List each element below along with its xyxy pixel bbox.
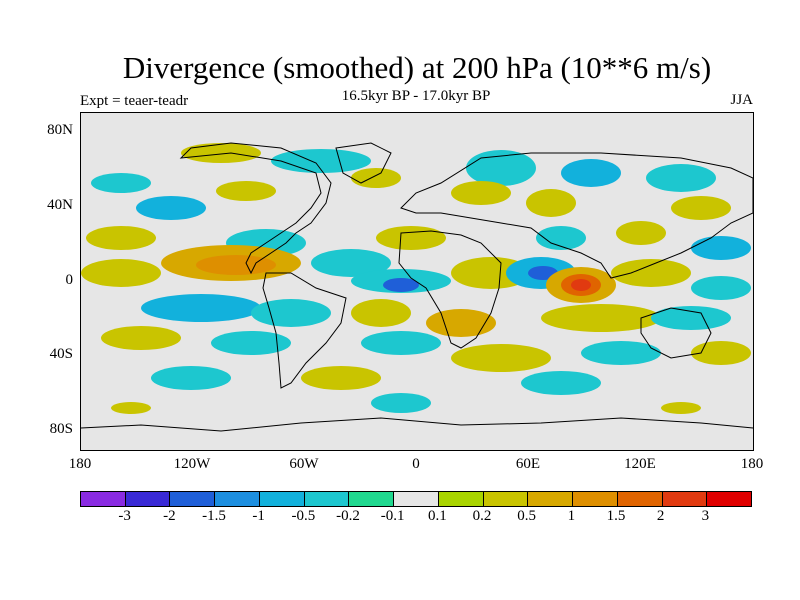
colorbar-swatch xyxy=(394,492,439,506)
colorbar-label: -2 xyxy=(163,508,176,524)
contour-blob xyxy=(371,393,431,413)
colorbar-label: 2 xyxy=(656,508,665,524)
lon-tick-label: 180 xyxy=(740,456,764,472)
colorbar-swatch xyxy=(617,492,663,506)
contour-blob xyxy=(611,259,691,287)
coastline-south-america xyxy=(262,272,347,389)
colorbar-swatch xyxy=(573,492,618,506)
coastline-greenland xyxy=(335,142,392,184)
contour-blob xyxy=(151,366,231,390)
colorbar-label: 0.2 xyxy=(472,508,492,524)
lon-tick-label: 60E xyxy=(515,456,541,472)
colorbar-swatch xyxy=(349,492,395,506)
lat-tick-label: 40N xyxy=(47,197,73,213)
contour-blob xyxy=(301,366,381,390)
contour-blob xyxy=(361,331,441,355)
coastline-eurasia xyxy=(400,152,753,279)
contour-blob xyxy=(691,341,751,365)
colorbar-label: -1 xyxy=(252,508,265,524)
lat-tick-label: 0 xyxy=(65,272,74,288)
colorbar-swatch xyxy=(304,492,350,506)
colorbar-label: 1 xyxy=(567,508,576,524)
lon-tick-label: 60W xyxy=(289,456,319,472)
contour-blob xyxy=(101,326,181,350)
colorbar xyxy=(80,491,752,507)
colorbar-label: -0.2 xyxy=(336,508,360,524)
contour-blob xyxy=(351,168,401,188)
colorbar-label: -0.5 xyxy=(291,508,316,524)
contour-blob xyxy=(581,341,661,365)
colorbar-label: 1.5 xyxy=(606,508,626,524)
contour-blob xyxy=(271,149,371,173)
contour-blob xyxy=(646,164,716,192)
lat-tick-label: 40S xyxy=(49,346,73,362)
contour-blob xyxy=(521,371,601,395)
contour-blob xyxy=(616,221,666,245)
contour-blob xyxy=(451,344,551,372)
contour-blob xyxy=(571,279,591,291)
coastline-africa xyxy=(398,230,502,349)
colorbar-swatch xyxy=(438,492,484,506)
coastline-antarctica xyxy=(81,417,753,432)
colorbar-swatch xyxy=(170,492,216,506)
colorbar-swatch xyxy=(528,492,574,506)
coastline-north-america xyxy=(179,142,332,275)
colorbar-swatch xyxy=(81,492,126,506)
contour-blob xyxy=(216,181,276,201)
contour-blob xyxy=(181,143,261,163)
contour-blob xyxy=(541,304,661,332)
contour-blob xyxy=(141,294,261,322)
contour-blob xyxy=(466,150,536,186)
colorbar-label: 0.5 xyxy=(517,508,537,524)
coastlines xyxy=(81,142,753,432)
lon-tick-label: 120W xyxy=(173,456,211,472)
season-label: JJA xyxy=(730,92,753,108)
colorbar-swatch xyxy=(125,492,171,506)
colorbar-swatch xyxy=(662,492,708,506)
colorbar-label: 0.1 xyxy=(427,508,447,524)
contour-blob xyxy=(81,259,161,287)
contour-blob xyxy=(376,226,446,250)
coastline-australia xyxy=(640,307,712,359)
contour-blob xyxy=(691,276,751,300)
contour-blob xyxy=(526,189,576,217)
colorbar-label: -0.1 xyxy=(380,508,405,524)
contour-blob xyxy=(651,306,731,330)
divergence-map xyxy=(81,113,753,450)
contour-blob xyxy=(661,402,701,414)
lat-tick-label: 80S xyxy=(49,421,73,437)
colorbar-label: -3 xyxy=(118,508,131,524)
lon-tick-label: 120E xyxy=(624,456,656,472)
colorbar-label: 3 xyxy=(701,508,710,524)
plot-title: Divergence (smoothed) at 200 hPa (10**6 … xyxy=(122,50,712,85)
lon-tick-label: 180 xyxy=(68,456,92,472)
colorbar-swatch xyxy=(259,492,305,506)
contour-blob xyxy=(196,255,276,275)
contour-fill-layer xyxy=(81,143,751,414)
contour-blob xyxy=(111,402,151,414)
lat-tick-label: 80N xyxy=(47,122,73,138)
colorbar-label: -1.5 xyxy=(202,508,226,524)
experiment-label: Expt = teaer-teadr xyxy=(80,93,189,109)
contour-blob xyxy=(561,159,621,187)
contour-blob xyxy=(536,226,586,250)
contour-blob xyxy=(451,181,511,205)
contour-blob xyxy=(86,226,156,250)
colorbar-swatch xyxy=(215,492,260,506)
contour-blob xyxy=(311,249,391,277)
contour-blob xyxy=(251,299,331,327)
plot-subtitle: 16.5kyr BP - 17.0kyr BP xyxy=(341,88,491,104)
map-panel xyxy=(80,112,754,451)
lon-tick-label: 0 xyxy=(412,456,420,472)
contour-blob xyxy=(136,196,206,220)
contour-blob xyxy=(351,299,411,327)
contour-blob xyxy=(91,173,151,193)
contour-blob xyxy=(426,309,496,337)
contour-blob xyxy=(383,278,419,292)
contour-blob xyxy=(691,236,751,260)
colorbar-swatch xyxy=(707,492,752,506)
contour-blob xyxy=(671,196,731,220)
colorbar-swatch xyxy=(483,492,529,506)
contour-blob xyxy=(211,331,291,355)
